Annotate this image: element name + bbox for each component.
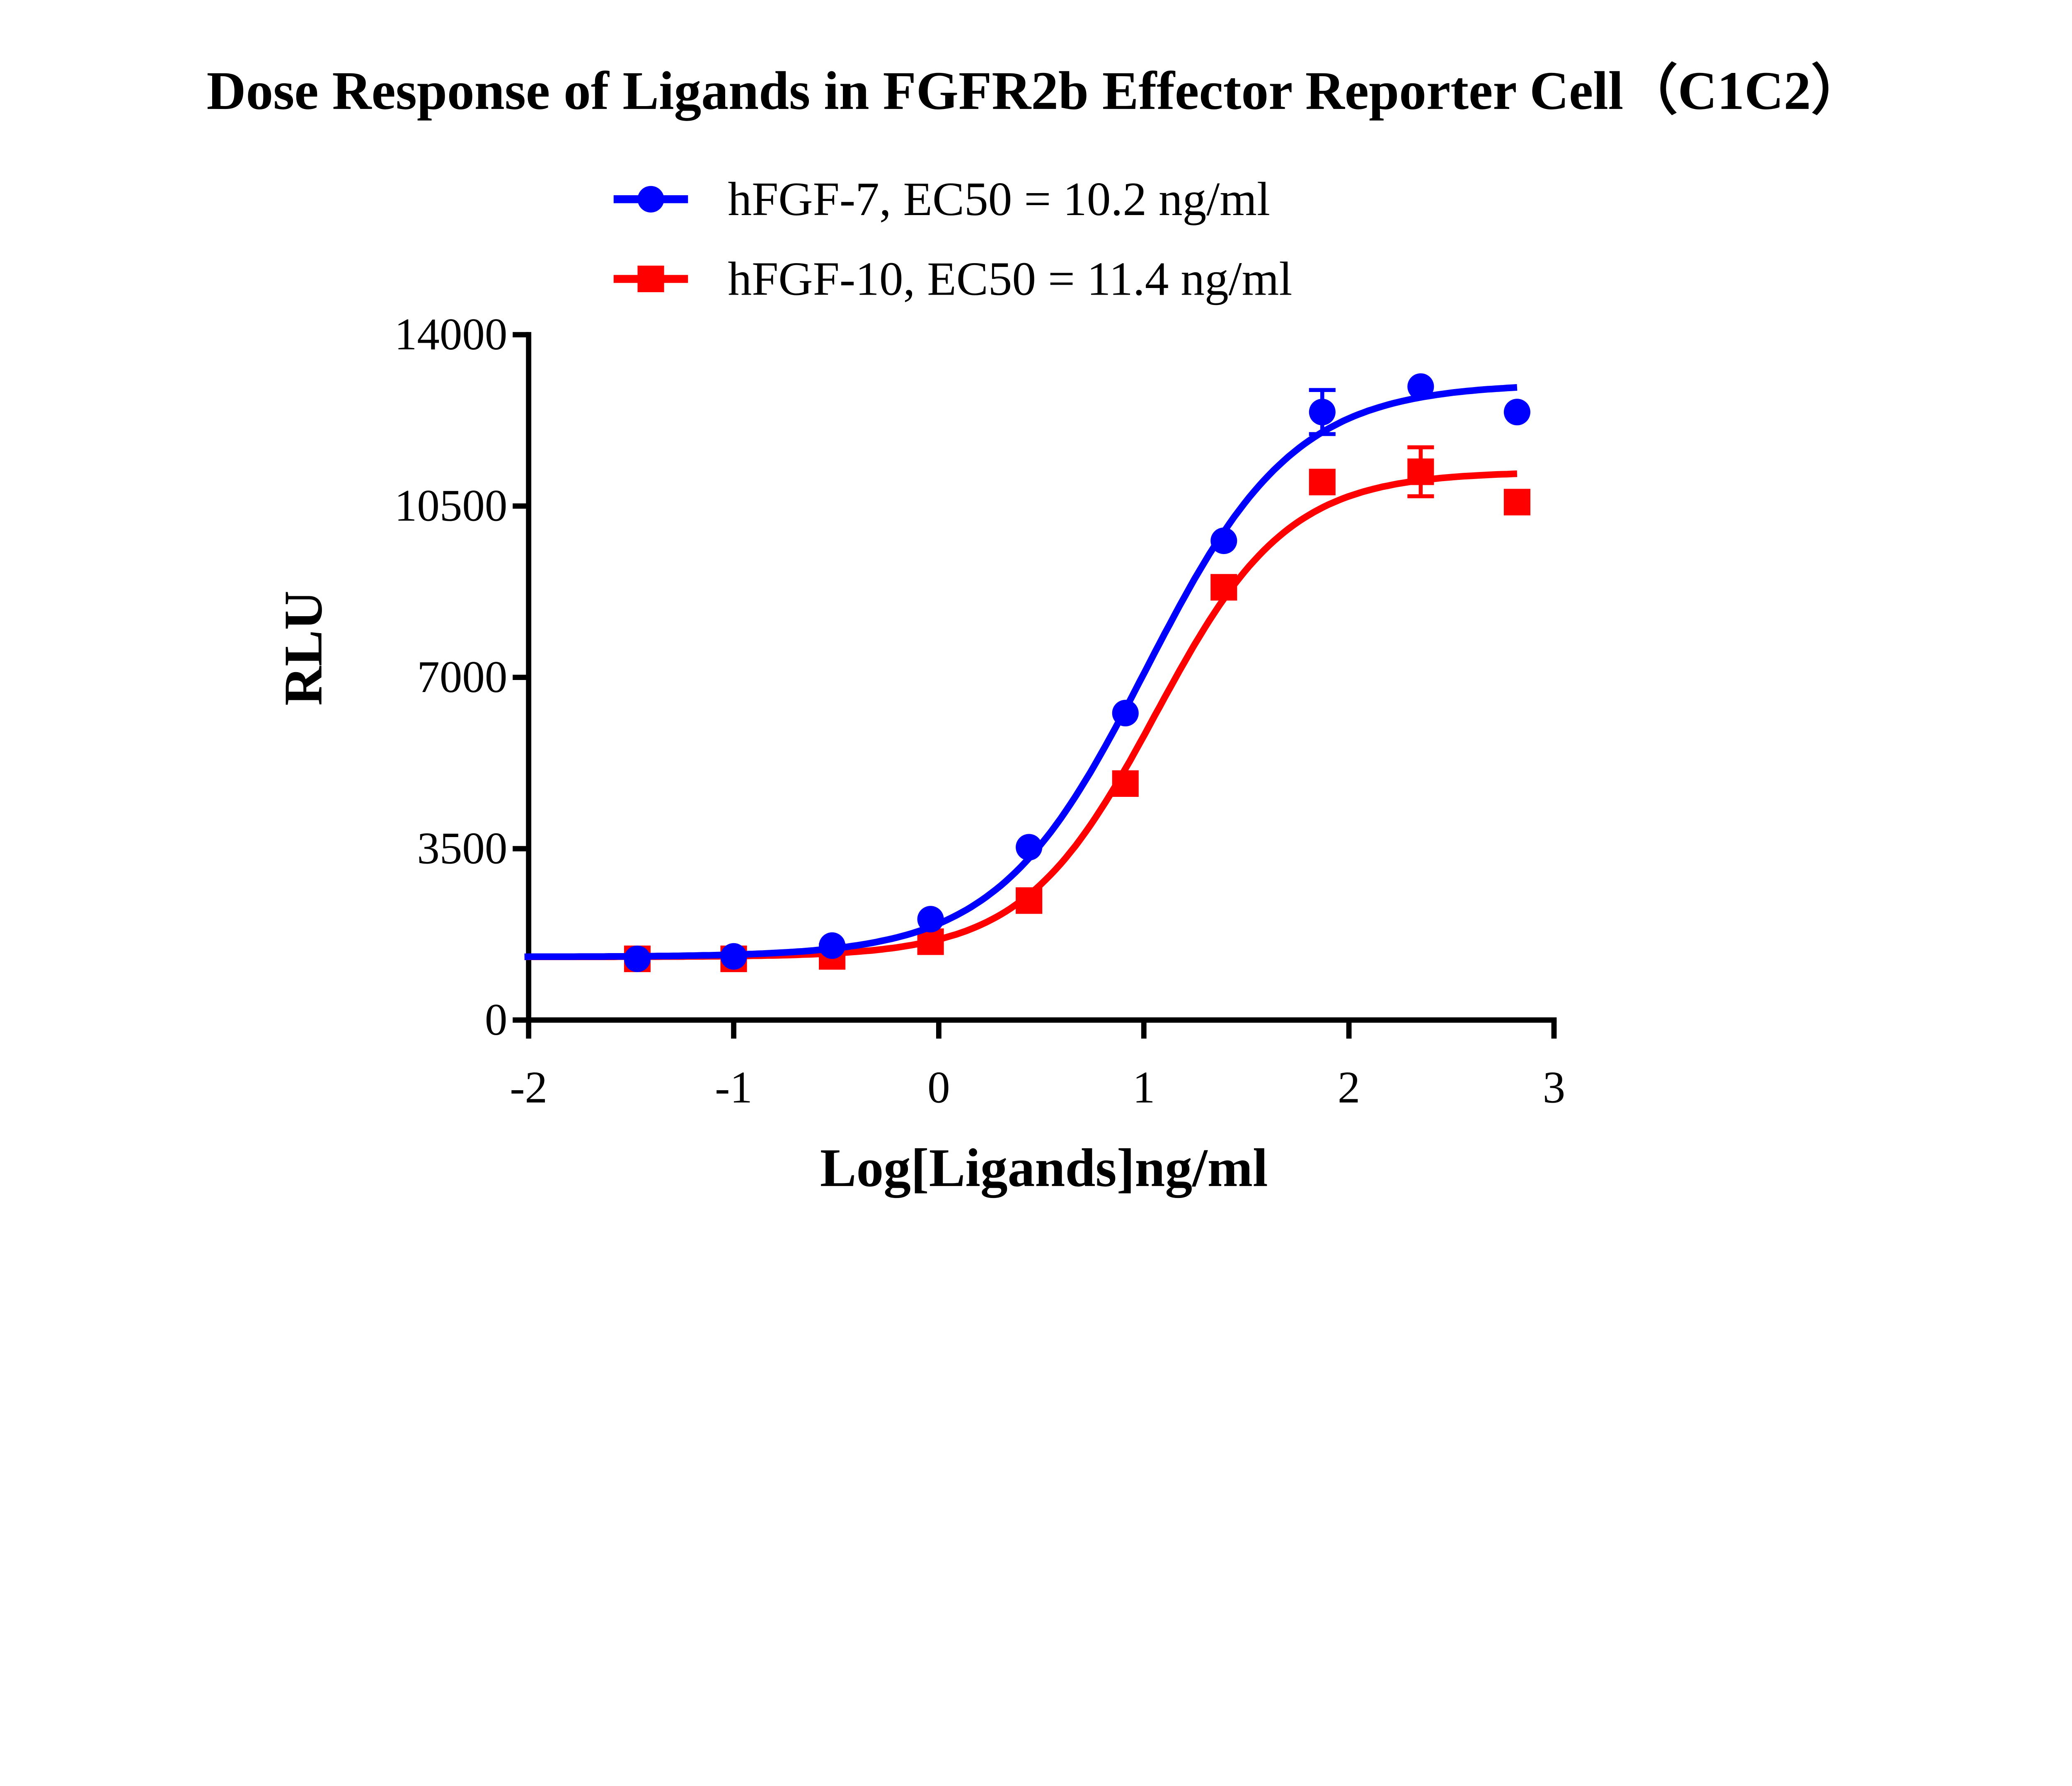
x-tick-label: 0 xyxy=(927,1062,950,1112)
y-tick-label: 14000 xyxy=(395,309,507,359)
y-tick-label: 10500 xyxy=(395,480,507,530)
axes: 0 3500 7000 10500 14000 -2 -1 0 1 2 3 xyxy=(395,309,1565,1112)
legend-label: hFGF-7, EC50 = 10.2 ng/ml xyxy=(728,172,1270,225)
data-point-circle xyxy=(1210,527,1237,554)
data-point-circle xyxy=(819,932,846,959)
x-tick-label: -1 xyxy=(715,1062,753,1112)
legend-label: hFGF-10, EC50 = 11.4 ng/ml xyxy=(728,252,1292,305)
x-tick-label: -2 xyxy=(510,1062,547,1112)
series-hfgf-10 xyxy=(524,445,1530,972)
data-point-square xyxy=(1016,887,1043,914)
data-point-circle xyxy=(720,943,747,970)
data-point-square xyxy=(1112,770,1139,797)
data-point-square xyxy=(1503,489,1530,515)
data-point-square xyxy=(1309,469,1336,496)
x-tick-label: 2 xyxy=(1338,1062,1360,1112)
legend: hFGF-7, EC50 = 10.2 ng/ml hFGF-10, EC50 =… xyxy=(613,172,1293,305)
data-point-circle xyxy=(1016,834,1043,861)
y-axis-label: RLU xyxy=(274,590,334,705)
series-hfgf-7 xyxy=(524,373,1530,972)
data-point-circle xyxy=(624,945,651,972)
x-tick-label: 3 xyxy=(1543,1062,1565,1112)
x-axis-label: Log[Ligands]ng/ml xyxy=(820,1138,1268,1198)
y-tick-label: 7000 xyxy=(417,652,507,702)
dose-response-chart: Dose Response of Ligands in FGFR2b Effec… xyxy=(207,61,1866,1198)
data-point-circle xyxy=(1503,399,1530,426)
y-tick-label: 0 xyxy=(485,995,507,1045)
data-point-circle xyxy=(1112,699,1139,726)
x-tick-label: 1 xyxy=(1133,1062,1155,1112)
data-point-circle xyxy=(1407,373,1434,400)
data-point-square xyxy=(1407,458,1434,485)
y-tick-label: 3500 xyxy=(417,823,507,873)
chart-title: Dose Response of Ligands in FGFR2b Effec… xyxy=(207,61,1866,121)
data-point-circle xyxy=(1309,399,1336,426)
fit-curve xyxy=(524,470,1518,960)
legend-marker xyxy=(637,186,664,213)
fit-curve xyxy=(524,384,1518,960)
legend-marker xyxy=(637,266,664,293)
data-point-square xyxy=(1210,574,1237,601)
data-point-circle xyxy=(917,906,944,933)
plot-area xyxy=(524,373,1530,972)
